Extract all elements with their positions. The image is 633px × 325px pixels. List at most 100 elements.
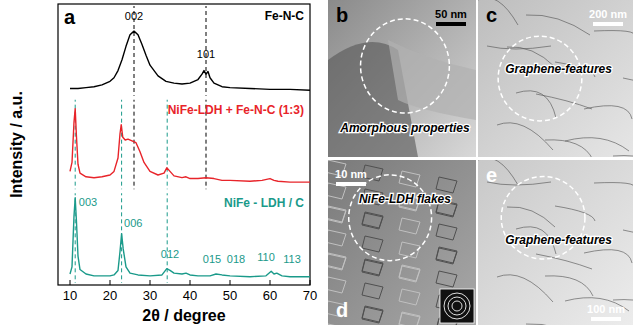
tem-texture [328, 207, 346, 223]
series-label: NiFe-LDH + Fe-N-C (1:3) [168, 103, 304, 117]
tem-texture [545, 140, 593, 157]
peak-label: 110 [257, 251, 275, 263]
tem-background [328, 160, 476, 325]
highlight-ellipse [349, 175, 432, 261]
plot-area [70, 100, 310, 190]
tem-texture [362, 212, 383, 228]
tem-texture [565, 138, 629, 151]
tem-texture [399, 265, 420, 281]
saed-ring [444, 293, 470, 319]
panel-label: a [64, 6, 76, 28]
tem-texture [555, 206, 595, 221]
x-tick-label: 60 [263, 288, 277, 303]
peak-label: 015 [203, 253, 221, 265]
tem-texture [507, 207, 555, 227]
tem-texture [399, 218, 420, 234]
panel-label: d [336, 299, 348, 321]
tem-texture [536, 254, 592, 269]
scale-bar-label: 50 nm [435, 8, 467, 20]
tem-texture [399, 266, 420, 282]
tem-texture [362, 236, 383, 252]
tem-image [328, 160, 476, 325]
tem-texture [526, 324, 590, 325]
peak-label: 101 [197, 48, 215, 60]
x-tick-label: 20 [103, 288, 117, 303]
reference-line [134, 100, 135, 190]
x-tick-label: 50 [223, 288, 237, 303]
tem-texture [594, 31, 633, 36]
tem-texture [328, 230, 346, 246]
tem-texture [362, 307, 383, 323]
tem-caption: NiFe-LDH flakes [359, 192, 451, 206]
tem-texture [328, 277, 346, 293]
peak-label: 002 [125, 10, 143, 22]
saed-ring [448, 297, 466, 315]
x-tick [310, 280, 311, 285]
tem-texture [399, 289, 420, 305]
tem-background [478, 0, 633, 157]
tem-texture [399, 312, 420, 325]
scale-bar-label: 100 nm [587, 303, 625, 315]
tem-texture [497, 275, 553, 302]
tem-texture [478, 0, 518, 25]
tem-texture [362, 260, 383, 276]
scale-bar [436, 22, 466, 26]
tem-texture [436, 248, 457, 264]
x-tick [230, 280, 231, 285]
scale-bar-label: 10 nm [335, 168, 367, 180]
x-axis-label: 2θ / degree [142, 307, 225, 324]
tem-background [478, 160, 633, 325]
x-tick [110, 280, 111, 285]
highlight-ellipse [361, 19, 450, 113]
tem-texture [362, 306, 383, 322]
tem-texture [526, 15, 590, 35]
peak-label: 113 [283, 253, 301, 265]
tem-texture [436, 271, 457, 287]
panel-label: c [486, 4, 497, 26]
tem-texture [362, 283, 383, 299]
tem-texture [545, 276, 593, 296]
x-tick-label: 70 [303, 288, 317, 303]
peak-label: 012 [161, 248, 179, 260]
tem-texture [623, 230, 633, 233]
tem-caption: Graphene-features [505, 62, 612, 76]
tem-texture [436, 247, 457, 263]
figure: Fe-N-C 002 101 a NiFe-LDH + Fe-N-C (1:3) Inte… [0, 0, 633, 325]
tem-image [478, 0, 633, 157]
peak-label: 003 [79, 196, 97, 208]
reference-line [121, 100, 122, 190]
tem-texture [328, 254, 346, 270]
tem-texture [623, 78, 633, 81]
tem-texture [436, 177, 457, 193]
tem-background [328, 0, 476, 157]
y-axis-label: Intensity / a.u. [8, 91, 25, 198]
saed-inset [440, 289, 474, 323]
x-tick-label: 30 [143, 288, 157, 303]
x-tick [150, 280, 151, 285]
plot-area [70, 193, 310, 283]
tem-texture [362, 259, 383, 275]
tem-texture [388, 40, 476, 120]
scale-bar-label: 200 nm [589, 8, 627, 20]
scale-bar [593, 22, 623, 26]
tem-texture [594, 183, 633, 188]
x-tick-label: 40 [183, 288, 197, 303]
peak-label: 006 [124, 217, 142, 229]
tem-texture [516, 91, 556, 118]
tem-caption: Amorphous properties [339, 121, 470, 135]
plot-area [70, 6, 310, 96]
tem-texture [487, 46, 551, 49]
tem-texture [478, 160, 518, 185]
series-label: Fe-N-C [265, 9, 305, 23]
tem-texture [328, 253, 346, 269]
tem-caption: Graphene-features [505, 233, 612, 247]
xrd-trace [70, 109, 310, 183]
saed-ring [452, 301, 462, 311]
tem-texture [399, 313, 420, 325]
tem-image [478, 160, 633, 325]
tem-texture [613, 156, 633, 157]
scale-bar [591, 317, 621, 321]
tem-texture [436, 224, 457, 240]
tem-texture [328, 324, 346, 325]
x-tick [70, 280, 71, 285]
